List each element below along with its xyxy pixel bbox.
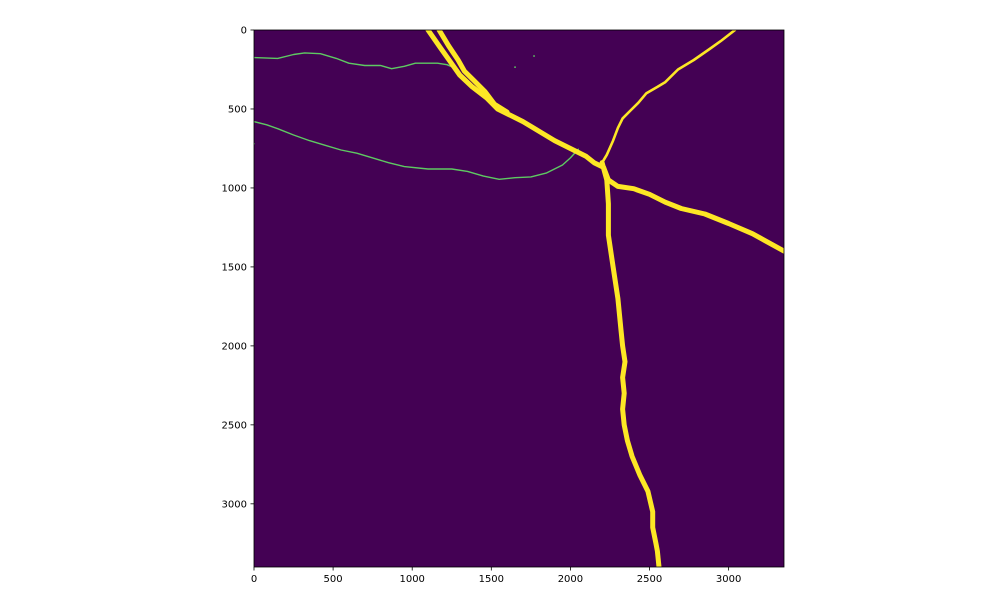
thick-diagonal-road-branch (436, 30, 510, 115)
x-tick-label: 3000 (716, 574, 741, 585)
x-tick-label: 0 (251, 574, 257, 585)
thin-line-upper (254, 52, 459, 71)
speck-0 (514, 66, 516, 69)
speck-1 (533, 55, 535, 57)
y-tick-label: 2500 (222, 420, 247, 431)
thick-diagonal-road (425, 30, 784, 254)
x-tick-label: 1500 (479, 574, 504, 585)
y-tick-label: 0 (241, 26, 247, 37)
heatmap-plot-area (253, 29, 785, 568)
vertical-road-south (599, 160, 662, 567)
x-tick-label: 2000 (558, 574, 583, 585)
y-tick-label: 500 (228, 104, 247, 115)
y-tick-label: 1000 (222, 183, 247, 194)
heatmap-background (254, 30, 784, 567)
x-axis: 0 500 1000 1500 2000 2500 3000 (251, 567, 741, 585)
y-tick-label: 3000 (222, 499, 247, 510)
x-tick-label: 1000 (399, 574, 424, 585)
axes-frame (253, 29, 785, 568)
x-tick-label: 2500 (637, 574, 662, 585)
y-axis: 0 500 1000 1500 2000 2500 3000 (222, 26, 254, 510)
thin-line-lower (254, 120, 579, 180)
y-tick-label: 1500 (222, 262, 247, 273)
y-tick-label: 2000 (222, 341, 247, 352)
x-tick-label: 500 (324, 574, 343, 585)
heatmap-features (254, 30, 784, 567)
road-to-top-right (600, 30, 737, 164)
